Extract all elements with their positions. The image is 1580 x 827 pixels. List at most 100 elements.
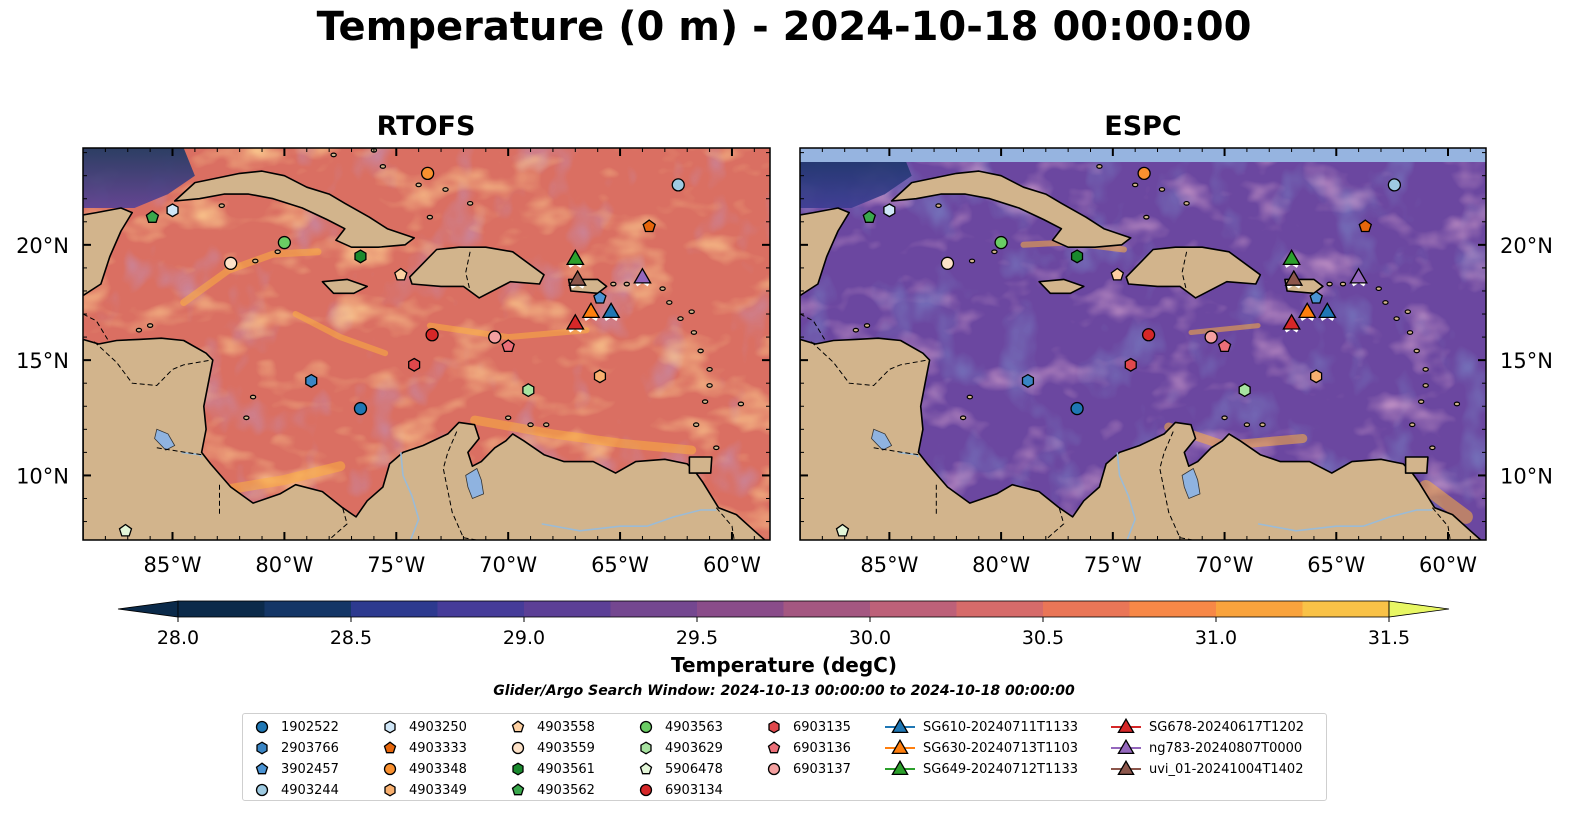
country-border bbox=[1159, 431, 1196, 540]
colorbar-tick-label: 30.5 bbox=[1022, 627, 1064, 649]
argo-marker-4903562 bbox=[145, 210, 160, 223]
observation-markers bbox=[118, 166, 1402, 537]
lon-tick-label: 60°W bbox=[1419, 553, 1477, 577]
colorbar-segment bbox=[956, 601, 1044, 617]
small-island bbox=[1131, 182, 1139, 188]
argo-marker-6903137 bbox=[488, 330, 502, 344]
legend-item: 4903559 bbox=[507, 738, 595, 758]
legend-argo-marker bbox=[255, 762, 269, 775]
colorbar-segment bbox=[697, 601, 785, 617]
legend-argo-marker bbox=[767, 762, 781, 776]
lon-tick-label: 65°W bbox=[591, 553, 649, 577]
legend-marker-icon bbox=[768, 720, 780, 734]
argo-marker-4903349 bbox=[593, 369, 607, 384]
small-island bbox=[959, 415, 967, 421]
legend: 1902522 2903766 3902457 4903244 4903250 49033… bbox=[242, 713, 1327, 801]
land-mass bbox=[408, 246, 545, 299]
argo-marker-4903558 bbox=[1110, 267, 1125, 281]
small-island bbox=[330, 152, 337, 158]
lat-tick-label: 15°N bbox=[1500, 349, 1553, 373]
legend-argo-marker bbox=[255, 720, 269, 734]
legend-label: 6903137 bbox=[793, 761, 851, 777]
small-island bbox=[1259, 422, 1266, 428]
legend-glider-marker bbox=[1117, 738, 1135, 755]
legend-item: SG649-20240712T1133 bbox=[885, 759, 1078, 779]
legend-item: 6903136 bbox=[763, 738, 851, 758]
small-island bbox=[415, 182, 422, 188]
small-island bbox=[1417, 399, 1425, 405]
small-island bbox=[527, 422, 534, 428]
colorbar-segment bbox=[870, 601, 958, 617]
argo-marker-4903561 bbox=[1070, 249, 1084, 264]
legend-argo-marker bbox=[512, 762, 524, 776]
warm-filament bbox=[470, 415, 697, 455]
figure-title: Temperature (0 m) - 2024-10-18 00:00:00 bbox=[316, 4, 1252, 50]
small-island bbox=[1404, 309, 1411, 315]
legend-glider-marker bbox=[1117, 717, 1135, 734]
glider-marker-SG610-20240711T1133 bbox=[1318, 302, 1337, 319]
glider-marker-SG678-20240617T1202 bbox=[565, 313, 585, 330]
legend-item: SG610-20240711T1133 bbox=[885, 717, 1078, 737]
legend-marker-icon bbox=[512, 762, 524, 776]
map-frame-rtofs bbox=[82, 147, 771, 541]
legend-item: 4903333 bbox=[379, 738, 467, 758]
legend-marker-icon bbox=[639, 720, 653, 734]
legend-item: uvi_01-20241004T1402 bbox=[1111, 759, 1303, 779]
argo-marker-4903561 bbox=[354, 249, 367, 264]
glider-marker-uvi_01-20241004T1402 bbox=[1284, 269, 1304, 286]
legend-item: 2903766 bbox=[251, 738, 339, 758]
argo-marker-4903250 bbox=[883, 203, 896, 218]
legend-marker-icon bbox=[885, 738, 915, 755]
legend-item: 6903134 bbox=[635, 780, 723, 800]
colorbar-extend-min bbox=[117, 600, 179, 618]
small-island bbox=[252, 258, 259, 264]
small-island bbox=[135, 327, 143, 333]
small-island bbox=[1422, 366, 1429, 372]
small-island bbox=[677, 316, 684, 322]
small-island bbox=[1339, 281, 1347, 287]
colorbar-segment bbox=[1043, 601, 1131, 617]
legend-label: SG649-20240712T1133 bbox=[923, 761, 1079, 777]
legend-item: 6903135 bbox=[763, 717, 851, 737]
legend-item: 4903250 bbox=[379, 717, 467, 737]
argo-marker-4903349 bbox=[1310, 369, 1323, 384]
land-mass bbox=[321, 278, 368, 295]
legend-item: 3902457 bbox=[251, 759, 339, 779]
legend-label: 2903766 bbox=[281, 740, 339, 756]
small-island bbox=[737, 401, 745, 407]
legend-marker-icon bbox=[1111, 717, 1141, 734]
map-panel-rtofs bbox=[83, 148, 770, 540]
land-mass bbox=[83, 207, 133, 297]
river bbox=[400, 452, 420, 540]
small-island bbox=[1221, 415, 1228, 421]
lon-tick-label: 60°W bbox=[703, 553, 761, 577]
small-island bbox=[706, 383, 713, 388]
legend-marker-icon bbox=[1111, 738, 1141, 755]
small-island bbox=[543, 422, 550, 428]
legend-label: uvi_01-20241004T1402 bbox=[1149, 761, 1304, 777]
warm-filament bbox=[1188, 323, 1261, 335]
country-border bbox=[93, 341, 211, 387]
country-border bbox=[1432, 507, 1451, 540]
argo-marker-3902457 bbox=[1309, 290, 1323, 304]
colorbar-tick-label: 31.5 bbox=[1368, 627, 1410, 649]
legend-marker-icon bbox=[767, 741, 781, 754]
small-island bbox=[713, 445, 720, 451]
river bbox=[1257, 523, 1364, 532]
legend-label: 4903244 bbox=[281, 782, 339, 798]
small-island bbox=[991, 249, 998, 255]
small-island bbox=[146, 323, 154, 328]
small-island bbox=[659, 286, 666, 292]
legend-label: 3902457 bbox=[281, 761, 339, 777]
colorbar-tick-label: 29.5 bbox=[676, 627, 718, 649]
legend-item: 4903558 bbox=[507, 717, 595, 737]
small-island bbox=[1429, 445, 1436, 451]
lat-tick-label: 10°N bbox=[16, 464, 69, 488]
lon-tick-label: 85°W bbox=[144, 553, 202, 577]
small-island bbox=[442, 187, 449, 192]
legend-marker-icon bbox=[885, 717, 915, 734]
legend-label: 6903134 bbox=[665, 782, 723, 798]
glider-marker-SG678-20240617T1202 bbox=[1282, 313, 1301, 330]
small-island bbox=[426, 214, 434, 220]
